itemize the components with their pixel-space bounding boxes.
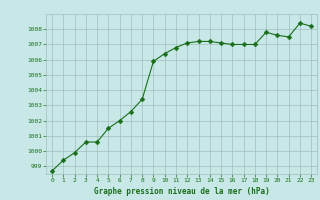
X-axis label: Graphe pression niveau de la mer (hPa): Graphe pression niveau de la mer (hPa) [94,187,269,196]
